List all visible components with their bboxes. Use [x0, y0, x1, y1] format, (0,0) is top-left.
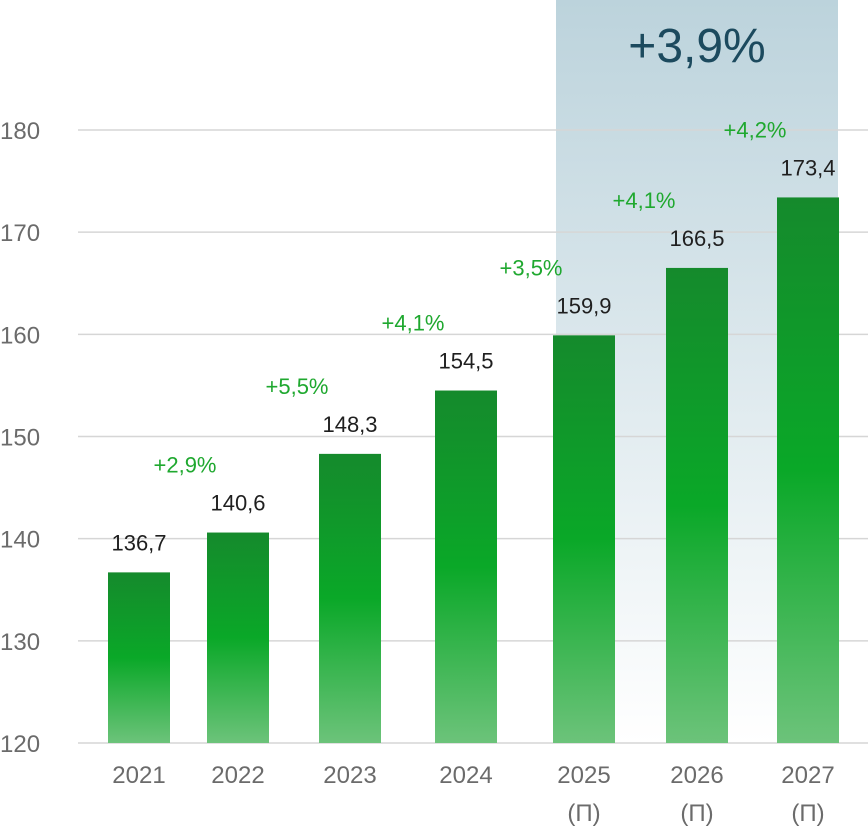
x-tick-note-2027: (П)	[791, 800, 824, 827]
value-label-2023: 148,3	[322, 412, 377, 437]
growth-label-2025: +3,5%	[500, 255, 563, 280]
bar-2026	[666, 267, 728, 743]
x-tick-label-2025: 2025	[557, 762, 610, 789]
y-tick-label-130: 130	[0, 629, 40, 656]
y-tick-label-120: 120	[0, 731, 40, 758]
x-tick-label-2024: 2024	[439, 762, 492, 789]
x-tick-label-2027: 2027	[781, 762, 834, 789]
y-tick-label-170: 170	[0, 220, 40, 247]
growth-label-2024: +4,1%	[382, 311, 445, 336]
growth-label-2027: +4,2%	[724, 117, 787, 142]
y-tick-label-150: 150	[0, 425, 40, 452]
bar-2025	[553, 335, 615, 743]
value-label-2026: 166,5	[669, 226, 724, 251]
bar-2024	[435, 390, 497, 743]
x-tick-label-2021: 2021	[112, 762, 165, 789]
forecast-growth-label: +3,9%	[628, 20, 765, 73]
value-label-2024: 154,5	[438, 349, 493, 374]
bar-2022	[207, 532, 269, 743]
y-tick-label-140: 140	[0, 527, 40, 554]
y-tick-label-160: 160	[0, 322, 40, 349]
value-label-2022: 140,6	[210, 491, 265, 516]
x-tick-label-2022: 2022	[211, 762, 264, 789]
x-tick-label-2026: 2026	[670, 762, 723, 789]
bar-2023	[319, 453, 381, 743]
value-label-2027: 173,4	[780, 155, 835, 180]
growth-label-2026: +4,1%	[613, 188, 676, 213]
value-label-2021: 136,7	[111, 530, 166, 555]
x-tick-note-2025: (П)	[567, 800, 600, 827]
bar-2027	[777, 197, 839, 743]
value-label-2025: 159,9	[556, 293, 611, 318]
y-tick-label-180: 180	[0, 118, 40, 145]
x-tick-label-2023: 2023	[323, 762, 376, 789]
growth-label-2023: +5,5%	[266, 374, 329, 399]
growth-label-2022: +2,9%	[154, 453, 217, 478]
bar-2021	[108, 572, 170, 743]
x-tick-note-2026: (П)	[680, 800, 713, 827]
